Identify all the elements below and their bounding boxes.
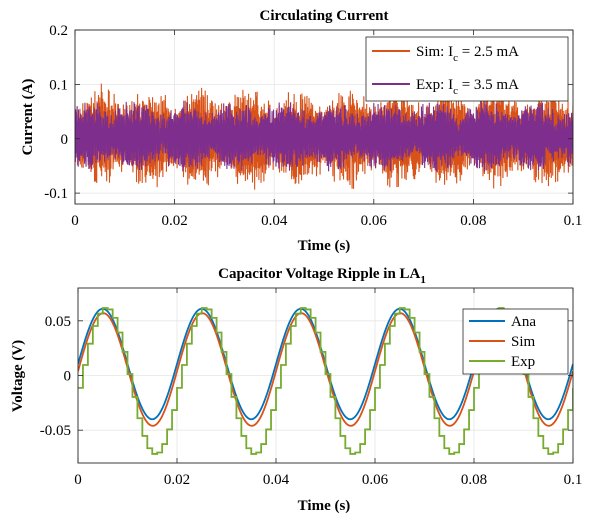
top-ytick-label: 0.1 xyxy=(49,77,68,93)
bottom-xtick-label: 0.06 xyxy=(362,472,389,488)
top-xtick-label: 0.02 xyxy=(161,213,187,229)
top-legend-box xyxy=(365,36,569,102)
top-xlabel: Time (s) xyxy=(298,238,351,254)
top-ytick-label: 0 xyxy=(61,132,69,148)
top-xtick-label: 0 xyxy=(71,213,79,229)
bottom-xtick-label: 0 xyxy=(74,472,82,488)
bottom-xtick-label: 0.04 xyxy=(263,472,290,488)
bottom-subplot: Capacitor Voltage Ripple in LA1 0 0.02 0.0… xyxy=(10,266,582,514)
bottom-xtick-label: 0.08 xyxy=(461,472,487,488)
bottom-legend-label-exp: Exp xyxy=(511,354,535,370)
top-plot-frame xyxy=(74,29,574,205)
top-ytick-label: 0.2 xyxy=(49,23,68,39)
top-xtick-label: 0.06 xyxy=(361,213,388,229)
bottom-xlabel: Time (s) xyxy=(298,498,351,514)
top-xtick-label: 0.1 xyxy=(564,213,583,229)
bottom-legend-label-sim: Sim xyxy=(511,334,536,350)
bottom-title: Capacitor Voltage Ripple in LA1 xyxy=(218,266,426,286)
bottom-ticks: 0 0.02 0.04 0.06 0.08 0.1 -0.05 0 0.05 xyxy=(40,288,583,488)
top-series-group xyxy=(75,83,573,190)
top-ytick-label: -0.1 xyxy=(44,186,68,202)
bottom-xtick-label: 0.02 xyxy=(164,472,190,488)
top-ylabel: Current (A) xyxy=(20,79,36,156)
bottom-ytick-label: 0 xyxy=(64,369,72,385)
bottom-legend: Ana Sim Exp xyxy=(462,308,569,375)
top-xtick-label: 0.04 xyxy=(261,213,288,229)
top-legend-label-sim: Sim: Ic = 2.5 mA xyxy=(416,44,519,64)
bottom-xtick-label: 0.1 xyxy=(564,472,583,488)
top-legend: Sim: Ic = 2.5 mA Exp: Ic = 3.5 mA xyxy=(365,36,569,102)
top-xtick-label: 0.08 xyxy=(460,213,486,229)
bottom-ytick-label: -0.05 xyxy=(40,423,71,439)
bottom-legend-label-ana: Ana xyxy=(511,314,536,330)
top-title: Circulating Current xyxy=(259,8,388,24)
top-subplot: Circulating Current 0 0.02 0.04 0.06 0.08 0.1… xyxy=(20,8,582,254)
top-legend-label-exp: Exp: Ic = 3.5 mA xyxy=(416,77,519,97)
top-ticks: 0 0.02 0.04 0.06 0.08 0.1-0.100.10.2 xyxy=(44,23,582,229)
top-series-line-exp xyxy=(75,99,573,172)
bottom-ytick-label: 0.05 xyxy=(45,314,71,330)
bottom-ylabel: Voltage (V) xyxy=(10,340,26,412)
